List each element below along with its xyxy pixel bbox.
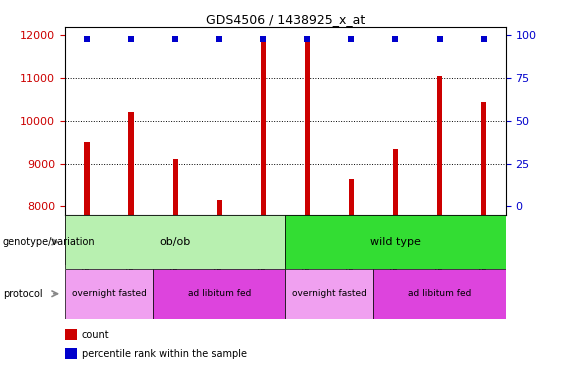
Point: [82, 36, 92, 42]
Text: GSM967013: GSM967013: [435, 219, 444, 274]
Point: [171, 36, 180, 42]
Text: GSM967009: GSM967009: [303, 219, 312, 274]
Bar: [481, 102, 486, 215]
Bar: [418, 215, 462, 265]
Text: genotype/variation: genotype/variation: [3, 237, 95, 247]
Text: count: count: [82, 330, 110, 340]
Text: GSM967011: GSM967011: [391, 219, 400, 274]
Bar: [65, 329, 77, 340]
Bar: [285, 269, 373, 319]
Point: [215, 36, 224, 42]
Text: GSM967014: GSM967014: [259, 219, 268, 274]
Bar: [241, 215, 285, 265]
Bar: [65, 215, 109, 265]
Bar: [393, 149, 398, 215]
Text: GSM967010: GSM967010: [171, 219, 180, 274]
Bar: [84, 142, 90, 215]
Text: ob/ob: ob/ob: [159, 237, 191, 247]
Title: GDS4506 / 1438925_x_at: GDS4506 / 1438925_x_at: [206, 13, 365, 26]
Bar: [260, 40, 266, 215]
Text: overnight fasted: overnight fasted: [292, 289, 367, 298]
Text: GSM967008: GSM967008: [82, 219, 92, 274]
Bar: [437, 76, 442, 215]
Text: GSM967012: GSM967012: [215, 219, 224, 274]
Point: [347, 36, 356, 42]
Text: overnight fasted: overnight fasted: [72, 289, 146, 298]
Bar: [109, 215, 153, 265]
Bar: [373, 215, 418, 265]
Point: [127, 36, 136, 42]
Point: [259, 36, 268, 42]
Text: ad libitum fed: ad libitum fed: [188, 289, 251, 298]
Bar: [153, 269, 285, 319]
Point: [391, 36, 400, 42]
Bar: [216, 200, 222, 215]
Text: ad libitum fed: ad libitum fed: [408, 289, 471, 298]
Bar: [329, 215, 373, 265]
Text: wild type: wild type: [370, 237, 421, 247]
Bar: [172, 159, 178, 215]
Text: percentile rank within the sample: percentile rank within the sample: [82, 349, 247, 359]
Bar: [305, 38, 310, 215]
Bar: [128, 113, 134, 215]
Bar: [153, 215, 197, 265]
Point: [303, 36, 312, 42]
Bar: [373, 269, 506, 319]
Point: [479, 36, 488, 42]
Bar: [197, 215, 241, 265]
Bar: [285, 215, 329, 265]
Point: [435, 36, 444, 42]
Text: protocol: protocol: [3, 289, 42, 299]
Bar: [462, 215, 506, 265]
Text: GSM967016: GSM967016: [127, 219, 136, 274]
Bar: [349, 179, 354, 215]
Text: GSM967017: GSM967017: [347, 219, 356, 274]
Bar: [65, 348, 77, 359]
Text: GSM967015: GSM967015: [479, 219, 488, 274]
Bar: [285, 215, 506, 269]
Bar: [65, 269, 153, 319]
Bar: [65, 215, 285, 269]
